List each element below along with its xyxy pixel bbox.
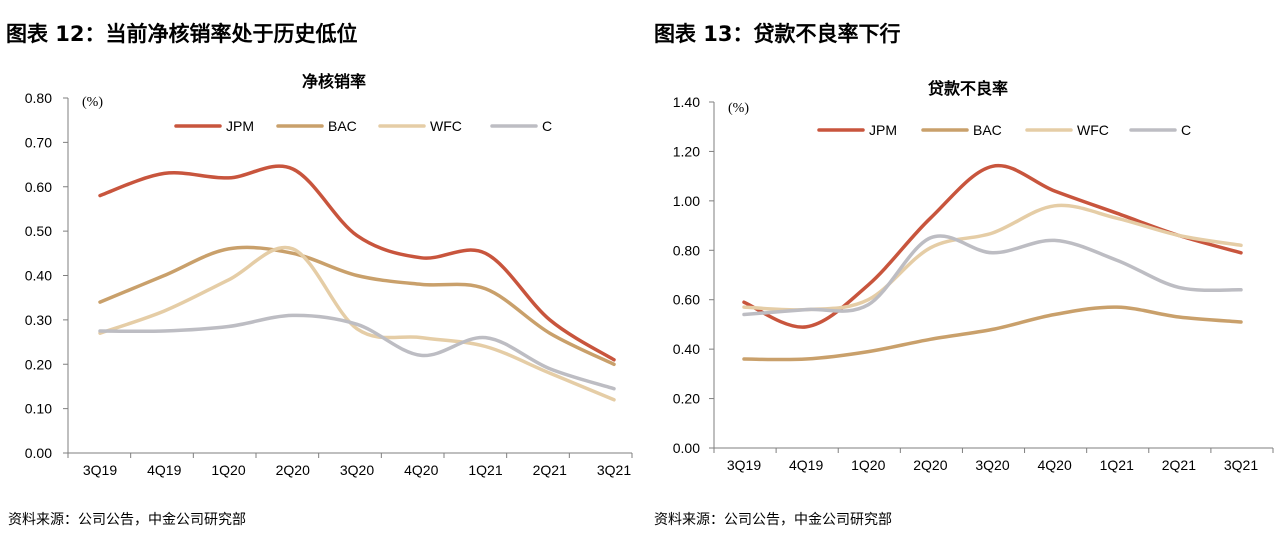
series-line-bac	[98, 245, 616, 367]
y-tick-label: 0.10	[25, 401, 52, 417]
series-line-c	[742, 234, 1243, 317]
series-line-wfc	[742, 203, 1243, 312]
y-tick-label: 0.20	[673, 391, 700, 407]
x-tick-label: 4Q19	[147, 462, 181, 478]
legend-label-c: C	[542, 118, 552, 134]
x-tick-label: 2Q20	[913, 457, 947, 473]
y-tick-label: 0.80	[25, 90, 52, 106]
x-tick-label: 2Q21	[1162, 457, 1196, 473]
left-figure-panel: 图表 12：当前净核销率处于历史低位 净核销率 (%) 0.00 0.10 0.20 0.…	[6, 22, 633, 528]
x-tick-label: 2Q21	[533, 462, 567, 478]
y-tick-label: 1.00	[673, 193, 700, 209]
y-tick-label: 0.40	[673, 341, 700, 357]
chart-title: 贷款不良率	[928, 79, 1008, 98]
left-figure-title: 图表 12：当前净核销率处于历史低位	[6, 22, 358, 46]
legend-label-jpm: JPM	[869, 122, 897, 138]
x-tick-label: 3Q20	[340, 462, 374, 478]
series-line-jpm	[98, 164, 616, 362]
y-tick-label: 0.60	[673, 292, 700, 308]
y-tick-label: 1.20	[673, 143, 700, 159]
x-tick-label: 2Q20	[276, 462, 310, 478]
x-tick-label: 3Q19	[83, 462, 117, 478]
legend-label-c: C	[1181, 122, 1191, 138]
legend-label-bac: BAC	[973, 122, 1002, 138]
x-tick-label: 4Q19	[789, 457, 823, 473]
y-tick-label: 0.30	[25, 312, 52, 328]
series-line-c	[98, 313, 616, 391]
series-line-wfc	[98, 245, 616, 402]
x-tick-label: 3Q19	[727, 457, 761, 473]
legend-label-wfc: WFC	[1077, 122, 1109, 138]
unit-label: (%)	[82, 95, 103, 110]
legend-label-bac: BAC	[328, 118, 357, 134]
npl-ratio-chart: 贷款不良率 (%) 0.00 0.20 0.40 0.60 0.80 1.00 1.20 1.40…	[673, 79, 1274, 473]
chart-title: 净核销率	[302, 72, 366, 91]
right-source-note: 资料来源：公司公告，中金公司研究部	[654, 512, 892, 528]
legend-label-jpm: JPM	[226, 118, 254, 134]
series-line-jpm	[742, 163, 1243, 329]
y-tick-label: 0.40	[25, 268, 52, 284]
net-charge-off-rate-chart: 净核销率 (%) 0.00 0.10 0.20 0.30 0.40 0.50 0.60 0.70 0…	[25, 72, 633, 478]
right-figure-panel: 图表 13：贷款不良率下行 贷款不良率 (%) 0.00 0.20 0.40 0.60 0.…	[644, 0, 1288, 540]
x-tick-label: 4Q20	[1038, 457, 1072, 473]
series-line-bac	[742, 305, 1243, 362]
x-tick-label: 1Q21	[1100, 457, 1134, 473]
legend-label-wfc: WFC	[430, 118, 462, 134]
right-figure-title: 图表 13：贷款不良率下行	[654, 22, 901, 46]
x-tick-label: 3Q21	[1224, 457, 1258, 473]
x-tick-label: 1Q20	[211, 462, 245, 478]
y-tick-label: 0.60	[25, 179, 52, 195]
unit-label: (%)	[728, 101, 749, 116]
x-tick-label: 1Q20	[851, 457, 885, 473]
left-source-note: 资料来源：公司公告，中金公司研究部	[8, 512, 246, 528]
x-tick-label: 1Q21	[468, 462, 502, 478]
x-tick-label: 3Q20	[975, 457, 1009, 473]
y-tick-label: 0.70	[25, 134, 52, 150]
y-tick-label: 0.80	[673, 242, 700, 258]
y-tick-label: 0.00	[673, 440, 700, 456]
y-tick-label: 1.40	[673, 94, 700, 110]
x-tick-label: 3Q21	[597, 462, 631, 478]
y-tick-label: 0.20	[25, 356, 52, 372]
y-tick-label: 0.00	[25, 445, 52, 461]
y-tick-label: 0.50	[25, 223, 52, 239]
x-tick-label: 4Q20	[404, 462, 438, 478]
